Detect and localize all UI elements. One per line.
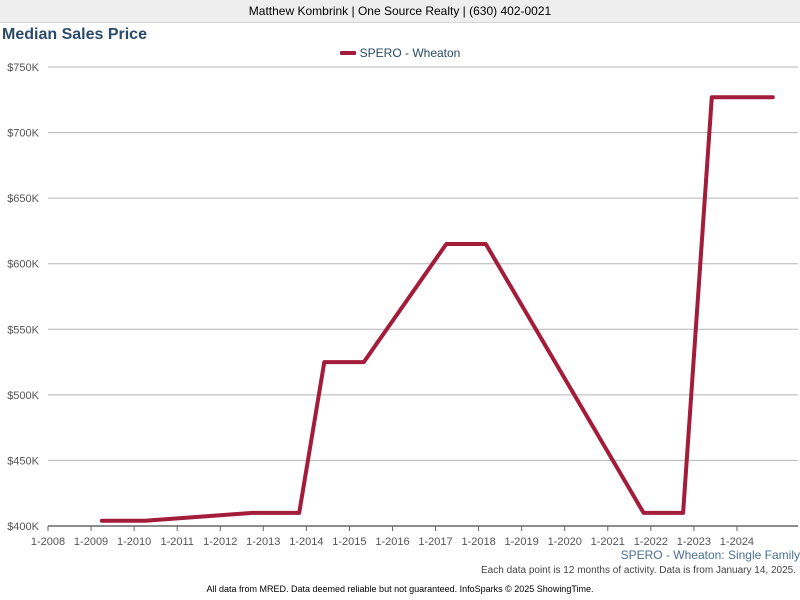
x-tick-label: 1-2009 [74, 536, 108, 548]
x-tick-label: 1-2013 [246, 536, 280, 548]
agent-header: Matthew Kombrink | One Source Realty | (… [0, 0, 800, 23]
x-tick-label: 1-2024 [720, 536, 754, 548]
x-tick-label: 1-2021 [591, 536, 625, 548]
legend-label: SPERO - Wheaton [359, 46, 461, 60]
x-tick-label: 1-2017 [418, 536, 452, 548]
x-tick-label: 1-2008 [31, 536, 65, 548]
y-tick-label: $600K [7, 259, 39, 271]
x-tick-label: 1-2022 [634, 536, 668, 548]
y-tick-label: $700K [7, 128, 39, 140]
data-point-note: Each data point is 12 months of activity… [481, 565, 796, 576]
series-layer [99, 95, 775, 523]
disclaimer: All data from MRED. Data deemed reliable… [206, 584, 594, 594]
x-tick-label: 1-2023 [677, 536, 711, 548]
legend-swatch [339, 50, 356, 55]
grid-lines [48, 66, 798, 461]
x-tick-label: 1-2020 [548, 536, 582, 548]
x-tick-label: 1-2014 [289, 536, 323, 548]
y-tick-label: $750K [7, 62, 39, 74]
series-line-spero-wheaton[interactable] [99, 95, 775, 523]
y-axis-ticks: $400K $450K $500K $550K $600K $650K $700K $750K [7, 62, 39, 533]
y-tick-label: $450K [7, 455, 39, 467]
x-tick-label: 1-2015 [332, 536, 366, 548]
chart-title: Median Sales Price [2, 26, 147, 43]
y-tick-label: $500K [7, 390, 39, 402]
x-axis-ticks: 1-2008 1-2009 1-2010 1-2011 1-2012 1-2013 1-20… [31, 526, 754, 548]
y-tick-label: $650K [7, 193, 39, 205]
x-tick-label: 1-2018 [461, 536, 495, 548]
x-tick-label: 1-2019 [505, 536, 539, 548]
chart-subtitle: SPERO - Wheaton: Single Family [620, 548, 800, 562]
x-tick-label: 1-2011 [160, 536, 193, 548]
x-tick-label: 1-2016 [375, 536, 409, 548]
y-tick-label: $400K [7, 521, 39, 533]
x-tick-label: 1-2012 [203, 536, 237, 548]
legend[interactable]: SPERO - Wheaton [0, 46, 800, 62]
y-tick-label: $550K [7, 324, 39, 336]
x-tick-label: 1-2010 [117, 536, 151, 548]
